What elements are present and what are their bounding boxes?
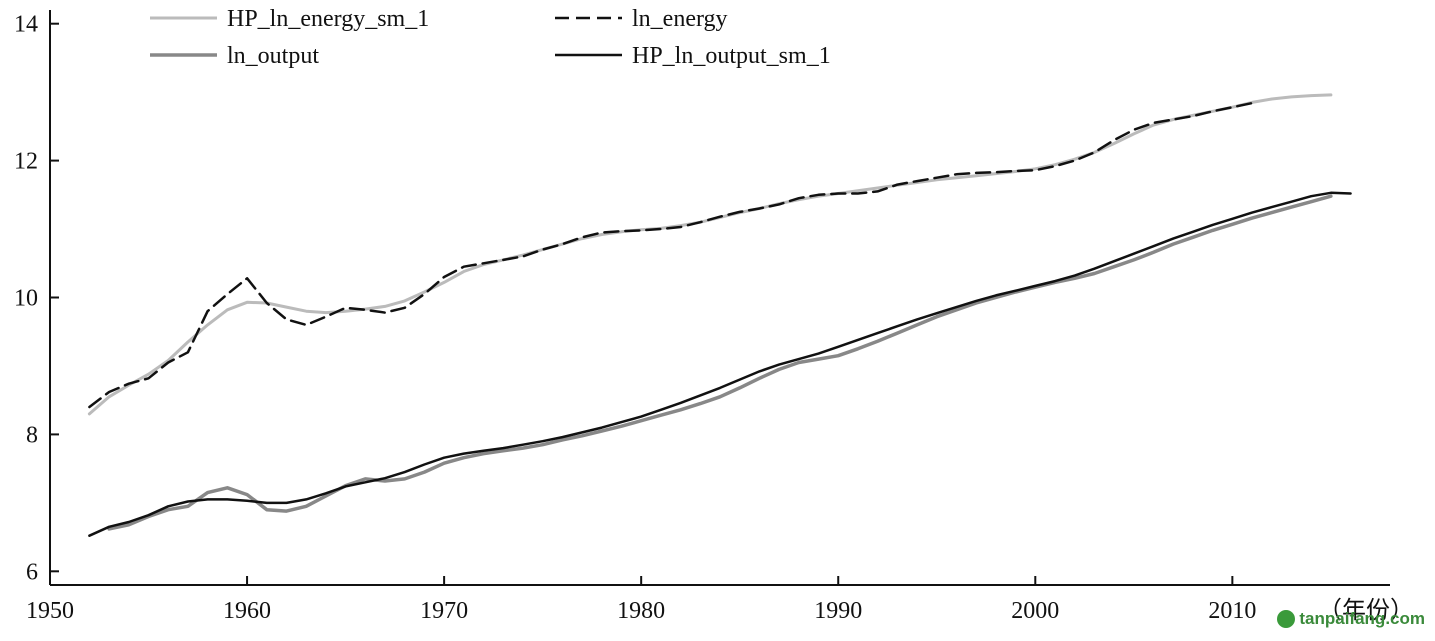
series-line-ln-output xyxy=(107,194,1333,531)
x-tick-label: 1950 xyxy=(26,598,74,624)
x-tick-label: 1990 xyxy=(814,598,862,624)
legend-label: ln_energy xyxy=(632,6,728,32)
ticks: 1950 1960 1970 1980 1990 2000 2010 6 8 10 12 14 xyxy=(14,12,1256,624)
y-tick-label: 14 xyxy=(14,12,38,38)
y-tick-label: 12 xyxy=(14,149,38,175)
leaf-circle-icon xyxy=(1277,610,1296,628)
y-tick-label: 8 xyxy=(26,422,38,448)
x-tick-label: 2010 xyxy=(1208,598,1256,624)
x-tick-label: 1960 xyxy=(223,598,271,624)
y-tick-label: 10 xyxy=(14,286,38,312)
watermark-text: tanpaifang.com xyxy=(1299,609,1425,628)
series-line-hp-ln-output-sm-1 xyxy=(88,191,1352,537)
series-line-ln-energy xyxy=(88,101,1254,409)
legend: HP_ln_energy_sm_1 ln_energy ln_output HP_ln… xyxy=(150,6,831,69)
y-tick-label: 6 xyxy=(26,559,38,585)
legend-label: HP_ln_energy_sm_1 xyxy=(227,6,429,32)
watermark: tanpaifang.com xyxy=(1277,607,1425,631)
series-layer xyxy=(87,93,1352,537)
legend-label: HP_ln_output_sm_1 xyxy=(632,43,831,69)
x-tick-label: 1970 xyxy=(420,598,468,624)
x-tick-label: 1980 xyxy=(617,598,665,624)
legend-label: ln_output xyxy=(227,43,319,69)
x-tick-label: 2000 xyxy=(1011,598,1059,624)
x-axis-label: （年份） xyxy=(1318,597,1414,624)
